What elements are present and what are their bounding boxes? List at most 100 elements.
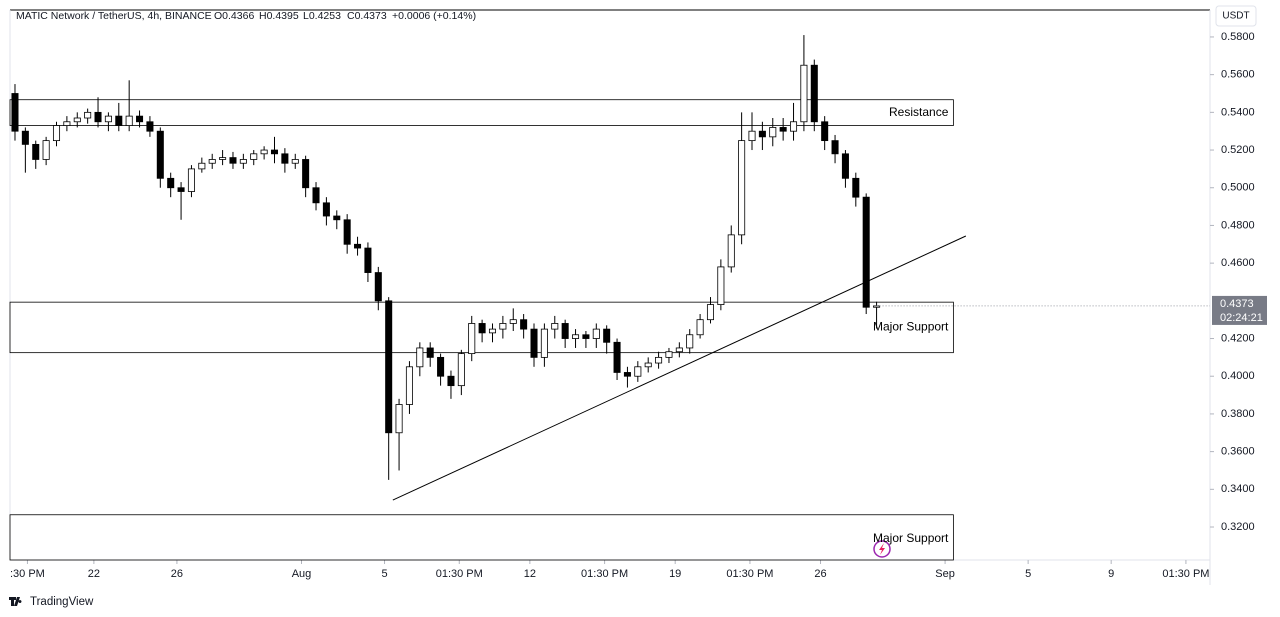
- brand-logo: [9, 597, 22, 606]
- candle-body: [862, 196, 870, 308]
- candle-body: [167, 177, 175, 189]
- y-axis-unit[interactable]: USDT: [1222, 11, 1249, 22]
- x-tick-label: 01:30 PM: [436, 568, 483, 580]
- candle-body: [104, 115, 112, 123]
- candle-body: [354, 243, 362, 249]
- unit-box[interactable]: [1215, 5, 1257, 27]
- last-price-label: 0.4373: [1220, 298, 1254, 310]
- y-tick-label: 0.3200: [1221, 521, 1255, 533]
- candle-body: [748, 130, 756, 142]
- candle-body: [758, 130, 766, 138]
- zone-label: Resistance: [889, 105, 949, 119]
- candle-body: [540, 328, 548, 358]
- candle-body: [437, 356, 445, 377]
- candle-body: [322, 202, 330, 217]
- candle-body: [156, 130, 164, 179]
- candle-body: [395, 404, 403, 434]
- y-tick-label: 0.4800: [1221, 219, 1255, 231]
- candle-body: [634, 366, 642, 377]
- y-tick-label: 0.4200: [1221, 332, 1255, 344]
- candle-body: [250, 153, 258, 160]
- x-tick-label: Sep: [935, 568, 955, 580]
- candle-body: [364, 247, 372, 273]
- candle-body: [21, 130, 29, 145]
- ohlc-close: C0.4373: [347, 10, 387, 22]
- candle-body: [603, 328, 611, 343]
- candle-body: [416, 347, 424, 368]
- zone-label: Major Support: [873, 531, 949, 545]
- candle-body: [291, 159, 299, 164]
- candle-body: [426, 347, 434, 358]
- zone: [9, 514, 954, 561]
- candle-body: [665, 351, 673, 358]
- x-tick-label: 01:30 PM: [581, 568, 628, 580]
- x-tick-label: 5: [1025, 568, 1031, 580]
- x-tick-label: 12: [524, 568, 536, 580]
- candle-body: [146, 121, 154, 132]
- candle-body: [779, 127, 787, 132]
- x-tick-label: 9: [1108, 568, 1114, 580]
- candle-body: [115, 115, 123, 126]
- candle-body: [229, 157, 237, 164]
- candle-body: [270, 149, 279, 155]
- zone: [9, 99, 954, 126]
- candle-body: [769, 127, 777, 138]
- candle-body: [738, 140, 746, 236]
- candle-body: [198, 162, 206, 170]
- candle-body: [623, 372, 631, 377]
- candle-body: [499, 323, 507, 330]
- y-tick-label: 0.3600: [1221, 446, 1255, 458]
- ohlc-change: +0.0006 (+0.14%): [392, 10, 476, 22]
- zone-label: Major Support: [873, 319, 949, 333]
- candle-body: [488, 328, 497, 334]
- countdown-label: 02:24:21: [1220, 312, 1263, 324]
- candle-body: [655, 356, 663, 364]
- x-tick-label: 22: [88, 568, 100, 580]
- candle-body: [281, 153, 289, 164]
- candle-body: [73, 117, 81, 123]
- candle-body: [613, 341, 621, 373]
- trendline: [392, 235, 967, 501]
- candle-body: [208, 159, 216, 164]
- x-tick-label: :30 PM: [10, 568, 45, 580]
- brand-name: TradingView: [30, 596, 94, 608]
- candle-body: [125, 115, 133, 126]
- y-tick-label: 0.5200: [1221, 144, 1255, 156]
- candle-body: [582, 334, 590, 339]
- candle-body: [447, 375, 455, 387]
- candle-body: [696, 319, 704, 336]
- candle-body: [530, 328, 538, 358]
- candle-body: [706, 304, 714, 321]
- x-tick-label: 19: [669, 568, 681, 580]
- zone: [9, 301, 954, 354]
- x-tick-label: 01:30 PM: [1162, 568, 1209, 580]
- alert-icon[interactable]: [873, 540, 891, 558]
- candle-body: [551, 323, 559, 330]
- candle-body: [675, 347, 683, 353]
- candle-body: [239, 159, 247, 164]
- candle-body: [727, 234, 735, 268]
- candle-body: [717, 266, 725, 306]
- candle-body: [841, 153, 849, 179]
- candle-body: [84, 111, 92, 119]
- candle-body: [177, 187, 185, 192]
- candle-body: [810, 64, 818, 123]
- symbol-title: MATIC Network / TetherUS, 4h, BINANCE: [16, 10, 212, 22]
- candle-body: [136, 115, 144, 123]
- y-tick-label: 0.3400: [1221, 483, 1255, 495]
- candle-body: [800, 64, 808, 123]
- y-tick-label: 0.5400: [1221, 106, 1255, 118]
- candle-body: [831, 140, 839, 155]
- candle-body: [478, 323, 486, 334]
- ohlc-open: O0.4366: [214, 10, 254, 22]
- candle-body: [333, 215, 341, 221]
- candle-body: [572, 334, 580, 339]
- candle-body: [468, 323, 476, 355]
- y-tick-label: 0.5800: [1221, 31, 1255, 43]
- candle-body: [343, 219, 351, 245]
- candle-body: [852, 177, 860, 198]
- ohlc-low: L0.4253: [303, 10, 341, 22]
- candle-body: [509, 319, 517, 324]
